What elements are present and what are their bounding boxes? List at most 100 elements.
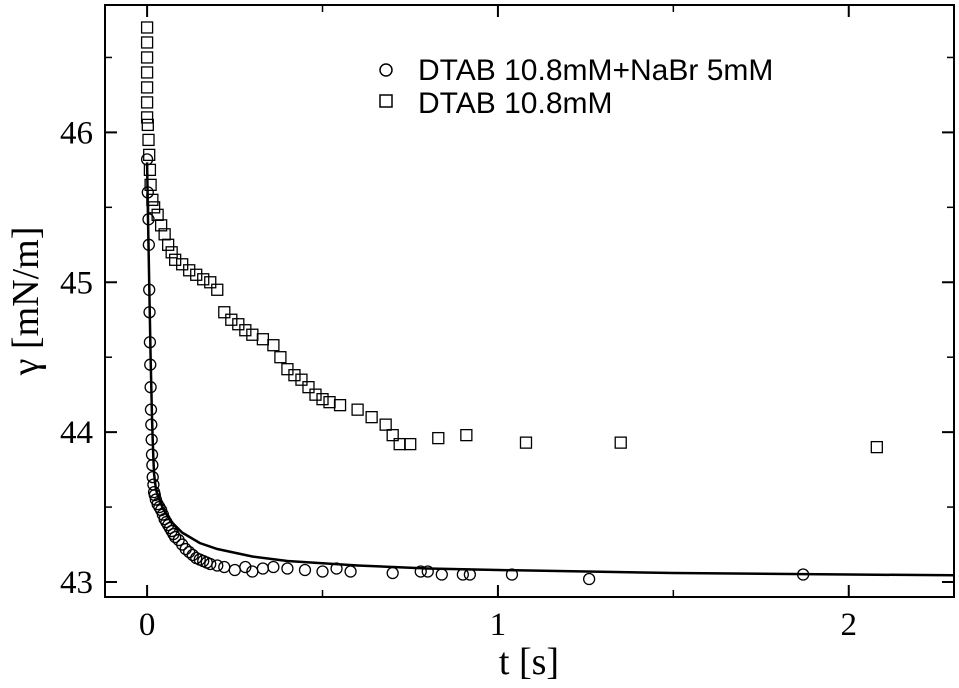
data-point-square xyxy=(309,388,322,401)
axis-tick-labels: 0 1 2 43 44 45 46 xyxy=(60,115,857,643)
data-point-square xyxy=(140,81,154,94)
data-point-circle xyxy=(183,545,196,559)
data-point-circle xyxy=(421,565,434,578)
data-point-square xyxy=(246,328,259,341)
series-dtab-nabr xyxy=(140,153,810,586)
data-point-circle xyxy=(160,515,173,529)
data-point-square xyxy=(386,428,399,442)
legend-marker-circle xyxy=(379,63,393,77)
data-point-circle xyxy=(144,358,157,371)
axis-ticks xyxy=(105,5,954,597)
data-point-circle xyxy=(456,568,469,581)
data-point-square xyxy=(197,273,210,286)
data-point-square xyxy=(379,418,392,431)
data-point-circle xyxy=(169,530,182,544)
data-point-circle xyxy=(158,512,171,526)
data-point-square xyxy=(169,253,182,266)
data-point-square xyxy=(144,178,157,191)
data-point-square xyxy=(140,36,154,49)
data-point-square xyxy=(316,393,329,406)
data-point-circle xyxy=(145,418,158,431)
legend: DTAB 10.8mM+NaBr 5mM DTAB 10.8mM xyxy=(379,54,773,120)
data-point-circle xyxy=(146,458,159,472)
data-point-circle xyxy=(145,433,158,446)
data-point-square xyxy=(140,66,154,79)
data-point-square xyxy=(161,238,175,251)
data-point-circle xyxy=(151,497,164,511)
data-point-circle xyxy=(144,403,158,416)
data-point-square xyxy=(183,264,196,277)
data-point-circle xyxy=(163,521,177,535)
data-point-square xyxy=(190,268,203,281)
legend-entry-1: DTAB 10.8mM xyxy=(418,87,613,120)
data-point-square xyxy=(365,411,378,424)
data-point-square xyxy=(143,148,156,162)
series-dtab xyxy=(140,21,883,454)
legend-entry-0: DTAB 10.8mM+NaBr 5mM xyxy=(418,54,773,87)
data-point-square xyxy=(239,324,252,337)
x-axis-label: t [s] xyxy=(499,641,559,683)
data-point-circle xyxy=(228,563,241,577)
data-point-circle xyxy=(435,568,448,581)
data-point-circle xyxy=(148,488,161,502)
data-point-square xyxy=(288,369,301,382)
data-point-circle xyxy=(186,548,199,562)
data-point-circle xyxy=(218,560,231,574)
data-point-square xyxy=(140,96,154,109)
data-point-circle xyxy=(386,566,399,580)
fit-curve xyxy=(145,162,955,577)
y-axis-label: γ [mN/m] xyxy=(5,227,47,377)
data-point-square xyxy=(218,306,231,319)
data-point-square xyxy=(142,133,155,147)
data-point-circle xyxy=(582,572,596,586)
data-point-square xyxy=(302,381,315,394)
data-point-square xyxy=(295,373,308,386)
data-point-square xyxy=(147,201,161,214)
data-point-square xyxy=(351,403,364,416)
y-tick-label: 45 xyxy=(60,265,93,301)
data-point-circle xyxy=(143,306,156,319)
data-point-square xyxy=(225,313,238,326)
data-point-circle xyxy=(146,470,159,484)
data-point-square xyxy=(870,440,883,454)
data-point-circle xyxy=(239,560,252,574)
data-point-square xyxy=(146,193,159,206)
data-point-square xyxy=(140,51,154,64)
data-point-square xyxy=(154,219,168,232)
data-point-square xyxy=(211,283,224,296)
data-point-circle xyxy=(796,568,810,581)
data-point-square xyxy=(140,111,154,124)
x-tick-label: 0 xyxy=(139,607,156,643)
data-point-circle xyxy=(142,238,156,251)
data-point-circle xyxy=(142,213,155,226)
data-point-circle xyxy=(256,562,270,575)
data-point-circle xyxy=(204,557,217,571)
data-point-square xyxy=(267,339,280,352)
legend-marker-square xyxy=(379,94,393,108)
data-point-circle xyxy=(267,560,280,574)
x-tick-label: 2 xyxy=(841,607,858,643)
data-point-square xyxy=(143,163,157,177)
data-point-circle xyxy=(143,283,156,296)
data-point-circle xyxy=(330,562,343,575)
data-point-circle xyxy=(316,565,329,578)
data-point-circle xyxy=(161,518,175,532)
data-point-square xyxy=(614,436,627,449)
data-point-square xyxy=(256,333,270,346)
data-point-circle xyxy=(344,565,357,578)
data-point-square xyxy=(204,276,217,289)
data-point-circle xyxy=(463,568,477,581)
data-point-square xyxy=(404,437,417,451)
data-point-square xyxy=(432,431,445,445)
data-point-circle xyxy=(211,559,224,572)
data-point-circle xyxy=(414,565,427,578)
y-tick-label: 44 xyxy=(60,415,93,451)
y-tick-label: 43 xyxy=(60,565,93,601)
data-point-square xyxy=(140,21,154,34)
data-point-circle xyxy=(505,568,519,581)
data-point-circle xyxy=(298,563,312,577)
data-point-square xyxy=(141,118,154,132)
data-point-circle xyxy=(165,524,178,538)
data-point-circle xyxy=(141,186,154,199)
